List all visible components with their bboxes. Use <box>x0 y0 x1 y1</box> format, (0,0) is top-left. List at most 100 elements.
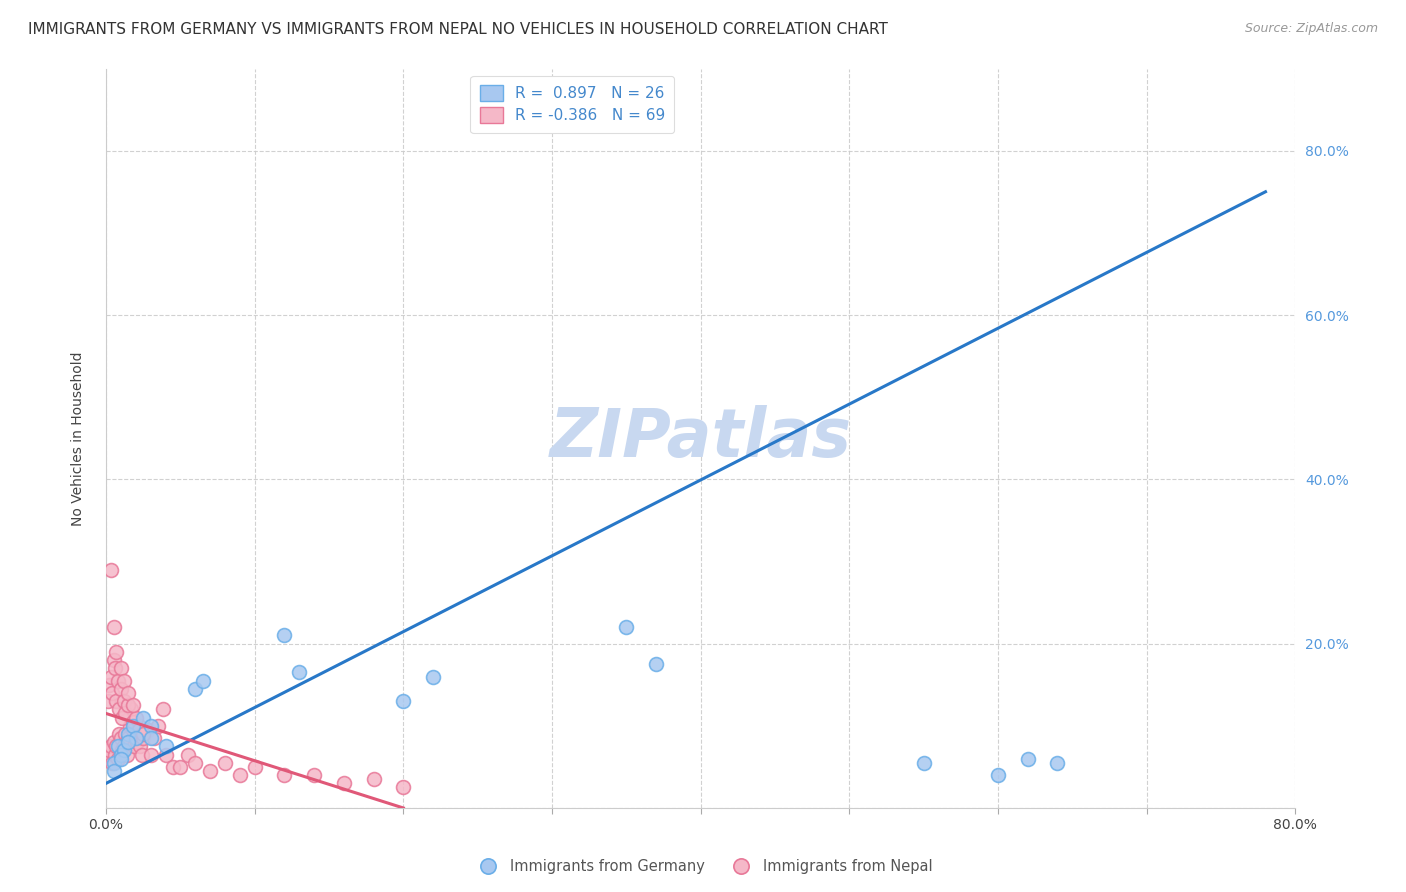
Point <box>108 727 131 741</box>
Point <box>177 747 200 762</box>
Point <box>105 694 128 708</box>
Point <box>100 669 122 683</box>
Point <box>124 739 146 754</box>
Point <box>132 727 155 741</box>
Point <box>127 735 149 749</box>
Point <box>288 665 311 680</box>
Point <box>142 731 165 746</box>
Point <box>111 743 134 757</box>
Point <box>125 731 148 746</box>
Point <box>614 620 637 634</box>
Point <box>117 698 139 713</box>
Y-axis label: No Vehicles in Household: No Vehicles in Household <box>72 351 86 525</box>
Point <box>112 673 135 688</box>
Point <box>97 694 120 708</box>
Point <box>136 723 159 737</box>
Legend: Immigrants from Germany, Immigrants from Nepal: Immigrants from Germany, Immigrants from… <box>468 854 938 880</box>
Point <box>146 719 169 733</box>
Point <box>108 702 131 716</box>
Point <box>117 727 139 741</box>
Point <box>169 760 191 774</box>
Point <box>110 752 132 766</box>
Point <box>100 739 122 754</box>
Point <box>131 747 153 762</box>
Point <box>198 764 221 778</box>
Point <box>229 768 252 782</box>
Point <box>273 628 295 642</box>
Point <box>139 747 162 762</box>
Point <box>273 768 295 782</box>
Point <box>139 719 162 733</box>
Point <box>100 563 122 577</box>
Point <box>912 756 935 770</box>
Text: IMMIGRANTS FROM GERMANY VS IMMIGRANTS FROM NEPAL NO VEHICLES IN HOUSEHOLD CORREL: IMMIGRANTS FROM GERMANY VS IMMIGRANTS FR… <box>28 22 889 37</box>
Point <box>128 723 150 737</box>
Point <box>103 653 125 667</box>
Point <box>121 723 143 737</box>
Point <box>121 714 143 729</box>
Point <box>117 686 139 700</box>
Point <box>107 673 129 688</box>
Point <box>107 739 129 754</box>
Legend: R =  0.897   N = 26, R = -0.386   N = 69: R = 0.897 N = 26, R = -0.386 N = 69 <box>471 76 675 133</box>
Point <box>98 743 121 757</box>
Point <box>121 698 143 713</box>
Point <box>132 731 155 746</box>
Point <box>120 702 142 716</box>
Point <box>103 620 125 634</box>
Point <box>117 735 139 749</box>
Point <box>1046 756 1069 770</box>
Point <box>243 760 266 774</box>
Point <box>104 747 127 762</box>
Point <box>114 727 136 741</box>
Point <box>101 756 124 770</box>
Point <box>104 661 127 675</box>
Point <box>645 657 668 672</box>
Point <box>103 756 125 770</box>
Point <box>162 760 184 774</box>
Text: Source: ZipAtlas.com: Source: ZipAtlas.com <box>1244 22 1378 36</box>
Point <box>184 681 207 696</box>
Point <box>97 747 120 762</box>
Point <box>112 694 135 708</box>
Point <box>115 747 138 762</box>
Point <box>103 764 125 778</box>
Point <box>302 768 325 782</box>
Point <box>392 694 415 708</box>
Point <box>214 756 236 770</box>
Point <box>118 719 141 733</box>
Point <box>101 686 124 700</box>
Point <box>112 743 135 757</box>
Point <box>152 702 174 716</box>
Point <box>155 747 177 762</box>
Point <box>139 731 162 746</box>
Point <box>98 678 121 692</box>
Point <box>110 747 132 762</box>
Point <box>125 731 148 746</box>
Text: ZIPatlas: ZIPatlas <box>550 405 852 471</box>
Point <box>110 661 132 675</box>
Point <box>128 719 150 733</box>
Point <box>107 752 129 766</box>
Point <box>110 681 132 696</box>
Point <box>105 739 128 754</box>
Point <box>117 731 139 746</box>
Point <box>155 739 177 754</box>
Point <box>103 735 125 749</box>
Point <box>333 776 356 790</box>
Point <box>422 669 444 683</box>
Point <box>184 756 207 770</box>
Point <box>987 768 1010 782</box>
Point <box>112 739 135 754</box>
Point <box>121 719 143 733</box>
Point <box>191 673 214 688</box>
Point <box>129 739 152 754</box>
Point <box>363 772 385 787</box>
Point <box>110 731 132 746</box>
Point <box>125 710 148 724</box>
Point <box>392 780 415 795</box>
Point <box>1017 752 1039 766</box>
Point <box>105 645 128 659</box>
Point <box>114 706 136 721</box>
Point <box>111 710 134 724</box>
